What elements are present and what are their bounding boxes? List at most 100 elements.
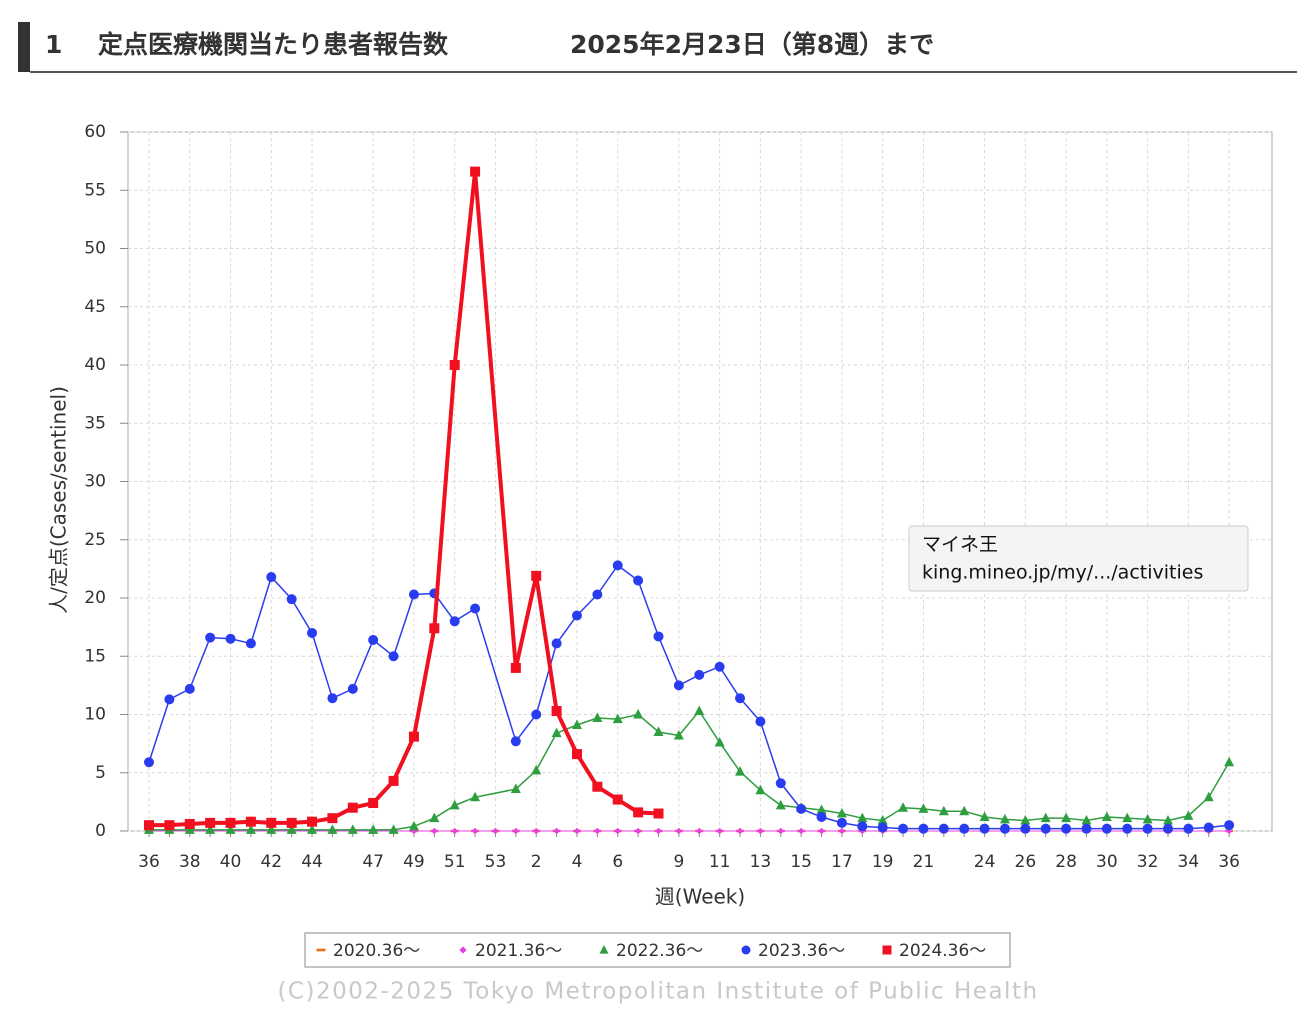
marker bbox=[368, 634, 379, 645]
marker bbox=[388, 651, 399, 662]
chart-title: 定点医療機関当たり患者報告数 bbox=[98, 30, 449, 59]
marker bbox=[512, 827, 520, 835]
marker bbox=[614, 827, 621, 835]
marker bbox=[245, 638, 256, 649]
x-tick-label: 28 bbox=[1055, 852, 1077, 872]
marker bbox=[999, 813, 1010, 824]
marker bbox=[735, 766, 746, 776]
marker bbox=[775, 799, 786, 810]
marker bbox=[999, 823, 1010, 834]
y-tick-label: 15 bbox=[84, 646, 106, 666]
marker bbox=[918, 823, 929, 834]
legend-label: 2024.36～ bbox=[899, 941, 986, 961]
marker bbox=[144, 757, 154, 768]
line-segment bbox=[657, 636, 680, 686]
marker bbox=[857, 812, 868, 823]
marker bbox=[408, 820, 419, 831]
marker bbox=[471, 827, 479, 835]
marker bbox=[286, 824, 297, 834]
marker bbox=[1203, 822, 1214, 833]
marker bbox=[531, 764, 542, 775]
x-tick-label: 32 bbox=[1137, 852, 1159, 872]
marker bbox=[449, 616, 460, 627]
marker bbox=[451, 827, 458, 835]
x-tick-label: 51 bbox=[444, 852, 466, 872]
marker bbox=[959, 823, 970, 834]
marker bbox=[510, 662, 521, 673]
marker bbox=[573, 827, 581, 835]
x-tick-label: 21 bbox=[913, 852, 935, 872]
marker bbox=[1020, 815, 1031, 825]
marker bbox=[205, 632, 216, 643]
marker bbox=[1081, 815, 1092, 825]
marker bbox=[286, 594, 297, 605]
marker bbox=[327, 693, 338, 704]
line-segment bbox=[474, 608, 517, 742]
marker bbox=[1142, 823, 1153, 834]
y-tick-label: 10 bbox=[84, 705, 106, 725]
marker bbox=[1203, 791, 1214, 802]
marker bbox=[877, 822, 888, 833]
line-segment bbox=[678, 710, 700, 736]
line-segment bbox=[658, 731, 680, 737]
marker bbox=[459, 946, 467, 954]
marker bbox=[431, 827, 438, 835]
y-axis-label: 人/定点(Cases/sentinel) bbox=[47, 386, 71, 614]
marker bbox=[1040, 812, 1051, 823]
line-segment bbox=[1147, 818, 1169, 822]
x-tick-label: 36 bbox=[138, 852, 160, 872]
marker bbox=[816, 804, 827, 815]
marker bbox=[225, 817, 236, 828]
x-tick-label: 49 bbox=[403, 852, 425, 872]
marker bbox=[266, 572, 277, 583]
line-segment bbox=[534, 575, 559, 712]
line-segment bbox=[1167, 815, 1189, 822]
marker bbox=[164, 820, 175, 831]
x-tick-label: 17 bbox=[831, 852, 853, 872]
marker bbox=[205, 824, 216, 834]
line-segment bbox=[555, 615, 578, 644]
marker bbox=[1081, 823, 1092, 834]
marker bbox=[347, 683, 358, 694]
marker bbox=[388, 824, 399, 834]
marker bbox=[307, 816, 318, 827]
line-segment bbox=[903, 806, 924, 810]
y-tick-label: 20 bbox=[84, 588, 106, 608]
legend-label: 2023.36～ bbox=[758, 941, 845, 961]
marker bbox=[551, 638, 562, 649]
marker bbox=[882, 945, 892, 955]
marker bbox=[470, 603, 481, 614]
marker bbox=[551, 706, 562, 717]
marker bbox=[327, 813, 338, 824]
legend bbox=[304, 932, 1011, 968]
x-tick-label: 53 bbox=[485, 852, 507, 872]
line-segment bbox=[515, 714, 537, 742]
marker bbox=[327, 824, 338, 834]
marker bbox=[898, 823, 909, 834]
marker bbox=[857, 821, 868, 832]
line-segment bbox=[411, 627, 437, 738]
marker bbox=[571, 749, 582, 760]
marker bbox=[741, 945, 751, 955]
x-tick-label: 40 bbox=[220, 852, 242, 872]
x-tick-label: 47 bbox=[362, 852, 384, 872]
y-tick-label: 50 bbox=[84, 239, 106, 259]
legend-label: 2022.36～ bbox=[616, 941, 703, 961]
marker bbox=[979, 823, 990, 834]
marker bbox=[1183, 810, 1194, 820]
legend-label: 2020.36～ bbox=[333, 941, 420, 961]
marker bbox=[449, 799, 460, 810]
marker bbox=[1040, 823, 1051, 834]
marker bbox=[633, 575, 644, 586]
x-tick-label: 42 bbox=[260, 852, 282, 872]
marker bbox=[470, 166, 481, 177]
line-segment bbox=[617, 713, 639, 720]
y-tick-label: 5 bbox=[95, 763, 106, 783]
x-tick-label: 34 bbox=[1178, 852, 1200, 872]
y-tick-label: 40 bbox=[84, 355, 106, 375]
marker bbox=[777, 827, 784, 835]
line-segment bbox=[250, 576, 272, 644]
marker bbox=[225, 824, 236, 834]
tooltip-line: king.mineo.jp/my/.../activities bbox=[922, 562, 1203, 584]
